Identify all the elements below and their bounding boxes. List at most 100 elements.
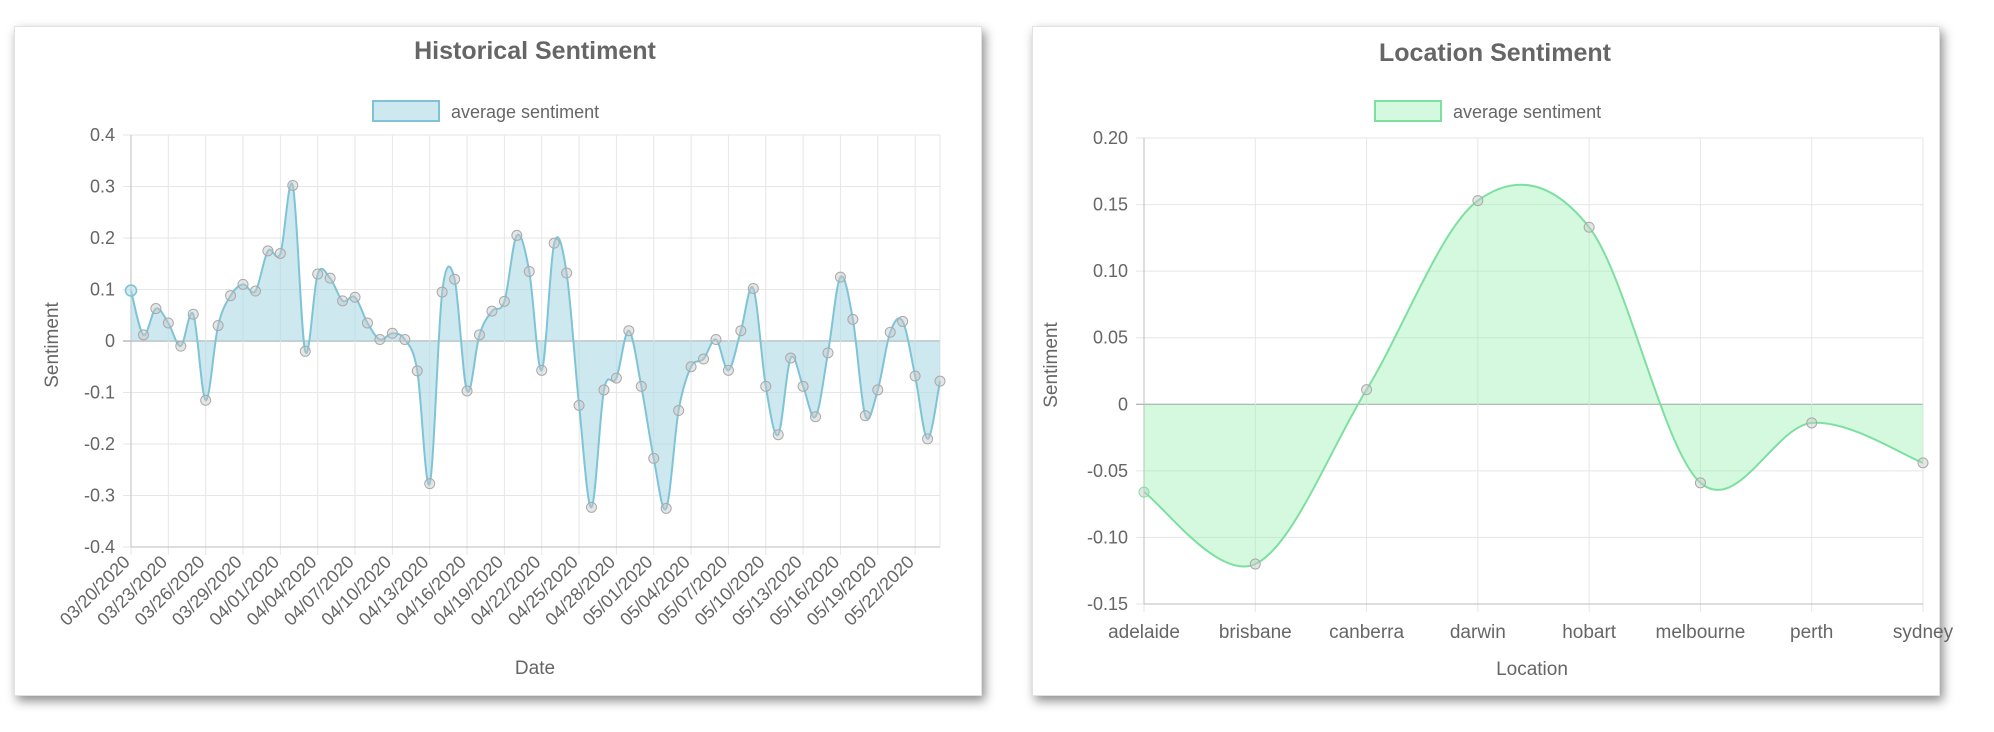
historical-data-point[interactable]	[797, 380, 809, 392]
historical-data-point[interactable]	[834, 271, 846, 283]
historical-data-point[interactable]	[685, 361, 697, 373]
historical-data-point[interactable]	[175, 340, 187, 352]
historical-data-point[interactable]	[473, 329, 485, 341]
historical-data-point[interactable]	[635, 380, 647, 392]
historical-data-point[interactable]	[673, 405, 685, 417]
historical-data-point[interactable]	[262, 245, 274, 257]
historical-data-point[interactable]	[124, 284, 138, 297]
historical-data-point[interactable]	[810, 411, 822, 423]
historical-legend-label[interactable]: average sentiment	[451, 102, 599, 122]
historical-data-point[interactable]	[299, 345, 311, 357]
location-x-tick-label: brisbane	[1219, 622, 1292, 643]
location-y-tick-label: -0.10	[1087, 527, 1128, 547]
historical-data-point[interactable]	[411, 365, 423, 377]
historical-data-point[interactable]	[573, 399, 585, 411]
location-data-point[interactable]	[1361, 384, 1373, 396]
historical-data-point[interactable]	[884, 326, 896, 338]
location-y-tick-label: 0.20	[1093, 128, 1128, 148]
historical-data-point[interactable]	[760, 380, 772, 392]
location-data-point[interactable]	[1249, 558, 1261, 570]
historical-data-point[interactable]	[461, 385, 473, 397]
location-chart-title: Location Sentiment	[1379, 39, 1612, 67]
historical-data-point[interactable]	[623, 325, 635, 337]
location-legend-swatch[interactable]	[1374, 100, 1442, 122]
location-y-tick-label: 0.05	[1093, 328, 1128, 348]
historical-y-tick-label: 0.2	[90, 228, 115, 248]
historical-data-point[interactable]	[399, 333, 411, 345]
historical-y-tick-label: 0.1	[90, 280, 115, 300]
historical-data-point[interactable]	[212, 320, 224, 332]
historical-data-point[interactable]	[561, 267, 573, 279]
location-y-tick-label: -0.15	[1087, 594, 1128, 614]
historical-data-point[interactable]	[187, 308, 199, 320]
historical-data-point[interactable]	[710, 333, 722, 345]
historical-legend-swatch[interactable]	[372, 100, 440, 122]
location-y-axis-label: Sentiment	[1041, 322, 1062, 408]
location-y-tick-label: -0.05	[1087, 461, 1128, 481]
historical-data-point[interactable]	[548, 237, 560, 249]
location-data-point[interactable]	[1806, 417, 1818, 429]
historical-x-axis-label: Date	[515, 658, 555, 679]
historical-data-point[interactable]	[337, 295, 349, 307]
historical-data-point[interactable]	[735, 325, 747, 337]
location-data-point[interactable]	[1917, 457, 1929, 469]
location-x-tick-label: canberra	[1329, 622, 1404, 643]
historical-data-point[interactable]	[934, 375, 946, 387]
historical-y-tick-label: -0.3	[84, 486, 115, 506]
location-area-fill	[1144, 184, 1923, 567]
historical-data-point[interactable]	[249, 285, 261, 297]
location-plot-area: 0.20 0.15 0.10 0.05 0 -0.05 -0.10 -0.15 adelaide…	[1087, 128, 1954, 643]
historical-sentiment-card: Historical Sentiment average sentiment D…	[14, 26, 982, 696]
historical-data-point[interactable]	[698, 353, 710, 365]
historical-data-point[interactable]	[162, 317, 174, 329]
historical-data-point[interactable]	[374, 333, 386, 345]
location-x-tick-label: melbourne	[1656, 622, 1746, 643]
historical-area-fill	[131, 183, 940, 510]
location-data-point[interactable]	[1583, 221, 1595, 233]
historical-data-point[interactable]	[225, 290, 237, 302]
historical-data-point[interactable]	[312, 268, 324, 280]
historical-data-point[interactable]	[586, 501, 598, 513]
historical-data-point[interactable]	[909, 370, 921, 382]
historical-data-point[interactable]	[324, 272, 336, 284]
historical-data-point[interactable]	[287, 179, 299, 191]
historical-data-point[interactable]	[436, 286, 448, 298]
historical-data-point[interactable]	[449, 273, 461, 285]
historical-data-point[interactable]	[361, 317, 373, 329]
historical-data-point[interactable]	[137, 329, 149, 341]
location-x-tick-label: sydney	[1893, 622, 1954, 643]
location-data-point[interactable]	[1472, 195, 1484, 207]
historical-data-point[interactable]	[424, 478, 436, 490]
historical-data-point[interactable]	[660, 502, 672, 514]
historical-data-point[interactable]	[922, 433, 934, 445]
historical-data-point[interactable]	[274, 247, 286, 259]
location-data-point[interactable]	[1138, 486, 1150, 498]
location-data-point[interactable]	[1694, 477, 1706, 489]
historical-data-point[interactable]	[822, 347, 834, 359]
historical-data-point[interactable]	[847, 313, 859, 325]
historical-data-point[interactable]	[747, 282, 759, 294]
historical-data-point[interactable]	[772, 429, 784, 441]
historical-data-point[interactable]	[511, 229, 523, 241]
historical-data-point[interactable]	[200, 394, 212, 406]
historical-data-point[interactable]	[598, 384, 610, 396]
location-legend-label[interactable]: average sentiment	[1453, 102, 1601, 122]
historical-data-point[interactable]	[386, 327, 398, 339]
location-x-tick-label: adelaide	[1108, 622, 1180, 643]
historical-data-point[interactable]	[722, 364, 734, 376]
historical-y-tick-label: 0	[105, 331, 115, 351]
historical-data-point[interactable]	[486, 305, 498, 317]
location-series-line	[1143, 183, 1924, 568]
historical-data-point[interactable]	[648, 452, 660, 464]
historical-data-point[interactable]	[498, 295, 510, 307]
historical-data-point[interactable]	[610, 372, 622, 384]
historical-data-point[interactable]	[237, 278, 249, 290]
historical-data-point[interactable]	[785, 352, 797, 364]
historical-data-point[interactable]	[859, 410, 871, 422]
historical-data-point[interactable]	[897, 315, 909, 327]
historical-data-point[interactable]	[349, 291, 361, 303]
historical-data-point[interactable]	[872, 384, 884, 396]
historical-data-point[interactable]	[536, 364, 548, 376]
historical-data-point[interactable]	[523, 265, 535, 277]
historical-data-point[interactable]	[150, 303, 162, 315]
